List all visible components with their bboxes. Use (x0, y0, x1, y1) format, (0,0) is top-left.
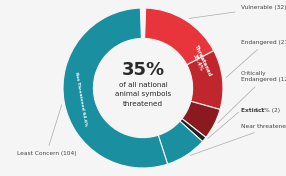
Wedge shape (140, 8, 146, 38)
Wedge shape (180, 119, 206, 142)
Text: threatened: threatened (123, 101, 163, 107)
Wedge shape (63, 8, 168, 168)
Wedge shape (158, 121, 202, 164)
Wedge shape (187, 51, 223, 109)
Text: Least Concern (104): Least Concern (104) (17, 105, 76, 156)
Text: 1.1% (2): 1.1% (2) (255, 108, 280, 113)
Text: Threatened
35.4%: Threatened 35.4% (188, 43, 212, 79)
Text: Endangered (23): Endangered (23) (226, 40, 286, 77)
Text: of all national: of all national (119, 82, 167, 88)
Wedge shape (145, 8, 214, 65)
Text: Critically
Endangered (12): Critically Endangered (12) (218, 71, 286, 123)
Text: animal symbols: animal symbols (115, 91, 171, 97)
Wedge shape (182, 101, 220, 137)
Text: Not Threatened 64.6%: Not Threatened 64.6% (74, 71, 88, 127)
Text: Extinct: Extinct (241, 108, 266, 113)
Text: 35%: 35% (122, 61, 164, 79)
Text: Vulnerable (32): Vulnerable (32) (189, 5, 286, 18)
Text: Near threatened (16): Near threatened (16) (190, 124, 286, 156)
